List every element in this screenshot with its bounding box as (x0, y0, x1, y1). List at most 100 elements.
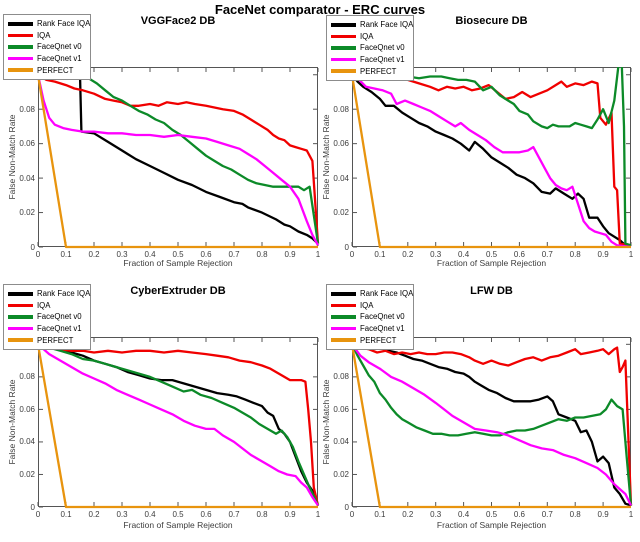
y-tick-label: 0.06 (333, 404, 349, 414)
legend-line-swatch (331, 303, 356, 308)
x-tick-label: 0.4 (144, 509, 156, 519)
x-tick-label: 0.1 (374, 509, 386, 519)
plot-area (350, 337, 633, 509)
legend-item-faceqnet-v0: FaceQnet v0 (8, 41, 90, 53)
legend-line-swatch (8, 22, 33, 26)
x-tick-label: 0.7 (228, 509, 240, 519)
legend-line-swatch (8, 326, 33, 331)
x-tick-label: 1 (628, 509, 634, 519)
x-tick-label: 0.5 (172, 249, 184, 259)
y-tick-label: 0 (344, 502, 349, 512)
series-line-perfect (350, 74, 631, 249)
legend-line-swatch (331, 34, 356, 39)
legend-item-label: FaceQnet v1 (37, 54, 82, 64)
plot-area (36, 67, 320, 249)
legend-item-perfect: PERFECT (331, 65, 413, 77)
legend: Rank Face IQA IQA FaceQnet v0 FaceQnet v1 PE… (3, 14, 91, 80)
y-tick-label: 0 (344, 242, 349, 252)
legend-line-swatch (331, 292, 356, 296)
x-tick-label: 0 (349, 509, 355, 519)
y-tick-label: 0.04 (333, 173, 349, 183)
x-tick-label: 0.8 (256, 509, 268, 519)
x-tick-label: 0.6 (513, 509, 525, 519)
legend-item-faceqnet-v1: FaceQnet v1 (8, 53, 90, 65)
x-tick-label: 0.4 (458, 509, 470, 519)
legend-item-iqa: IQA (8, 30, 90, 42)
subplot-title: Biosecure DB (455, 15, 528, 27)
legend-item-label: Rank Face IQA (360, 20, 414, 30)
x-tick-label: 0.2 (402, 509, 414, 519)
legend-line-swatch (8, 338, 33, 342)
legend-item-label: Rank Face IQA (37, 19, 91, 29)
legend-item-perfect: PERFECT (8, 334, 90, 346)
x-tick-label: 0.1 (60, 249, 72, 259)
x-tick-label: 0.3 (430, 509, 442, 519)
legend-item-label: FaceQnet v0 (360, 43, 405, 53)
series-line-faceqnet-v1 (37, 343, 319, 507)
x-tick-label: 0.5 (485, 509, 498, 519)
legend-line-swatch (8, 45, 33, 49)
series-line-rank-face-iqa (38, 73, 319, 245)
x-axis-label: Fraction of Sample Rejection (123, 258, 233, 268)
x-tick-label: 1 (628, 249, 634, 259)
series-line-faceqnet-v1 (36, 74, 320, 246)
plot-area (350, 67, 632, 249)
y-tick-label: 0.04 (19, 173, 35, 183)
series-line-iqa (351, 343, 633, 506)
legend-item-iqa: IQA (331, 300, 413, 312)
x-tick-label: 0.3 (116, 249, 128, 259)
series-line-iqa (37, 343, 320, 506)
legend-item-perfect: PERFECT (8, 64, 90, 76)
axes-box (352, 337, 631, 507)
y-tick-label: 0.02 (333, 208, 349, 218)
x-tick-label: 0.6 (200, 249, 212, 259)
subplot-title: CyberExtruder DB (130, 285, 226, 297)
legend-line-swatch (331, 315, 356, 319)
series-line-faceqnet-v1 (351, 343, 633, 506)
y-tick-label: 0.06 (19, 404, 35, 414)
legend-item-label: IQA (360, 300, 374, 310)
y-tick-label: 0.08 (333, 372, 349, 382)
legend-line-swatch (331, 338, 356, 342)
x-tick-label: 1 (315, 249, 321, 259)
x-tick-label: 1 (315, 509, 321, 519)
tick-marks (37, 68, 319, 248)
legend-line-swatch (8, 292, 33, 296)
legend-item-faceqnet-v1: FaceQnet v1 (331, 323, 413, 335)
legend: Rank Face IQA IQA FaceQnet v0 FaceQnet v1 PE… (3, 284, 91, 350)
legend-item-label: IQA (37, 300, 51, 310)
x-tick-label: 0.8 (569, 249, 581, 259)
legend-item-iqa: IQA (331, 31, 413, 43)
x-tick-label: 0.3 (116, 509, 128, 519)
legend-item-label: FaceQnet v0 (37, 312, 82, 322)
series-line-perfect (350, 344, 631, 509)
series-line-faceqnet-v0 (351, 67, 632, 247)
legend-item-faceqnet-v0: FaceQnet v0 (8, 311, 90, 323)
subplot-title: LFW DB (470, 285, 513, 297)
legend: Rank Face IQA IQA FaceQnet v0 FaceQnet v1 PE… (326, 15, 414, 81)
x-tick-label: 0.8 (569, 509, 581, 519)
y-tick-label: 0 (30, 502, 35, 512)
series-line-rank-face-iqa (351, 74, 631, 247)
x-tick-label: 0.9 (597, 509, 609, 519)
legend-item-faceqnet-v0: FaceQnet v0 (331, 311, 413, 323)
x-tick-label: 0.8 (256, 249, 268, 259)
legend-item-label: FaceQnet v1 (360, 55, 405, 65)
subplot-title: VGGFace2 DB (140, 15, 216, 27)
legend-line-swatch (8, 68, 33, 72)
legend-item-faceqnet-v0: FaceQnet v0 (331, 42, 413, 54)
legend-item-label: PERFECT (360, 335, 397, 345)
y-tick-label: 0.06 (333, 139, 349, 149)
x-tick-label: 0 (349, 249, 355, 259)
legend-item-label: Rank Face IQA (360, 289, 414, 299)
x-axis-label: Fraction of Sample Rejection (436, 258, 547, 268)
x-tick-label: 0.1 (374, 249, 386, 259)
x-axis-label: Fraction of Sample Rejection (436, 520, 547, 530)
legend-line-swatch (8, 315, 33, 319)
legend-item-rank-face-iqa: Rank Face IQA (8, 288, 90, 300)
series-line-rank-face-iqa (352, 343, 632, 507)
legend-line-swatch (331, 326, 356, 331)
legend-item-rank-face-iqa: Rank Face IQA (331, 19, 413, 31)
x-tick-label: 0.2 (88, 509, 100, 519)
